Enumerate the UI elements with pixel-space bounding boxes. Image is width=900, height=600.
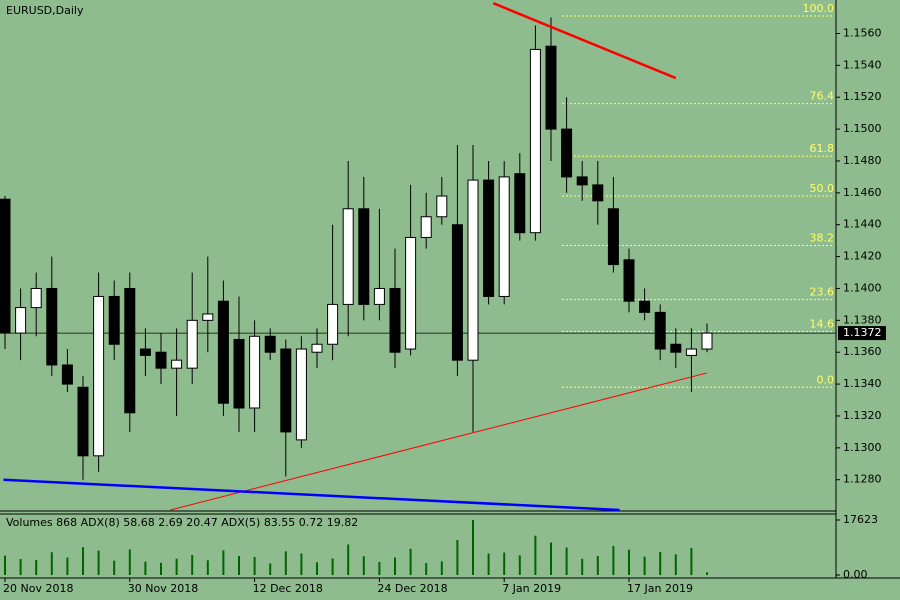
fib-label: 23.6 — [810, 286, 835, 299]
candle-body — [576, 176, 588, 186]
candle-body — [0, 198, 11, 334]
candle-body — [217, 300, 229, 404]
trendline — [492, 2, 677, 80]
y-tick-label: 1.1540 — [843, 58, 882, 71]
candle-body — [264, 335, 276, 353]
candle-body — [46, 287, 58, 366]
vol-tick-label: 17623 — [843, 513, 878, 526]
candle-body — [77, 386, 89, 457]
candle-body — [607, 208, 619, 266]
candle-body — [186, 319, 198, 369]
fib-label: 38.2 — [810, 231, 835, 244]
candle-body — [15, 307, 27, 334]
y-tick-label: 1.1360 — [843, 345, 882, 358]
candle-body — [358, 208, 370, 305]
candle-body — [155, 351, 167, 369]
candle-body — [249, 335, 261, 409]
y-tick-label: 1.1500 — [843, 122, 882, 135]
y-tick-label: 1.1300 — [843, 441, 882, 454]
candle-body — [514, 173, 526, 234]
candle-body — [139, 348, 151, 356]
x-tick-label: 30 Nov 2018 — [128, 582, 198, 595]
candle-body — [467, 179, 479, 361]
candle-body — [373, 287, 385, 305]
y-tick-label: 1.1480 — [843, 154, 882, 167]
candle-body — [280, 348, 292, 433]
y-tick-label: 1.1340 — [843, 377, 882, 390]
candle-body — [202, 313, 214, 321]
candle-body — [436, 195, 448, 218]
x-tick-label: 24 Dec 2018 — [377, 582, 447, 595]
y-tick-label: 1.1520 — [843, 90, 882, 103]
y-tick-label: 1.1460 — [843, 186, 882, 199]
x-tick-label: 7 Jan 2019 — [502, 582, 561, 595]
y-tick-label: 1.1280 — [843, 473, 882, 486]
y-tick-label: 1.1320 — [843, 409, 882, 422]
candle-body — [93, 295, 105, 457]
current-price-label: 1.1372 — [843, 326, 882, 339]
candle-body — [327, 303, 339, 345]
y-tick-label: 1.1420 — [843, 250, 882, 263]
candle-body — [30, 287, 42, 309]
fib-label: 0.0 — [817, 373, 835, 386]
candle-body — [108, 295, 120, 345]
candle-body — [233, 338, 245, 409]
candle-body — [451, 224, 463, 361]
candle-body — [654, 311, 666, 350]
candle-body — [405, 236, 417, 350]
candle-body — [171, 359, 183, 369]
trendline — [170, 372, 708, 511]
chart-title: EURUSD,Daily — [6, 4, 84, 17]
fib-label: 61.8 — [810, 142, 835, 155]
x-tick-label: 20 Nov 2018 — [3, 582, 73, 595]
volume-label: Volumes 868 ADX(8) 58.68 2.69 20.47 ADX(… — [6, 516, 358, 529]
candle-body — [592, 184, 604, 202]
candle-body — [561, 128, 573, 178]
fib-label: 14.6 — [810, 318, 835, 331]
candle-body — [545, 45, 557, 130]
candle-body — [685, 348, 697, 356]
vol-tick-label: 0.00 — [843, 568, 868, 581]
candle-body — [61, 364, 73, 385]
y-tick-label: 1.1560 — [843, 26, 882, 39]
y-tick-label: 1.1440 — [843, 218, 882, 231]
fib-label: 50.0 — [810, 182, 835, 195]
y-tick-label: 1.1400 — [843, 281, 882, 294]
candle-body — [498, 176, 510, 297]
candle-body — [670, 343, 682, 353]
trendline — [3, 478, 620, 512]
candle-body — [389, 287, 401, 353]
candle-body — [639, 300, 651, 313]
candle-body — [124, 287, 136, 414]
candle-body — [701, 332, 713, 350]
candle-body — [311, 343, 323, 353]
candle-body — [295, 348, 307, 441]
x-tick-label: 12 Dec 2018 — [253, 582, 323, 595]
current-price-box — [838, 326, 886, 341]
candle-body — [529, 48, 541, 234]
fib-label: 100.0 — [803, 2, 835, 15]
fib-label: 76.4 — [810, 90, 835, 103]
candle-body — [420, 216, 432, 238]
candle-body — [483, 179, 495, 297]
candle-body — [342, 208, 354, 305]
x-tick-label: 17 Jan 2019 — [627, 582, 693, 595]
candle-body — [623, 259, 635, 302]
y-tick-label: 1.1380 — [843, 313, 882, 326]
